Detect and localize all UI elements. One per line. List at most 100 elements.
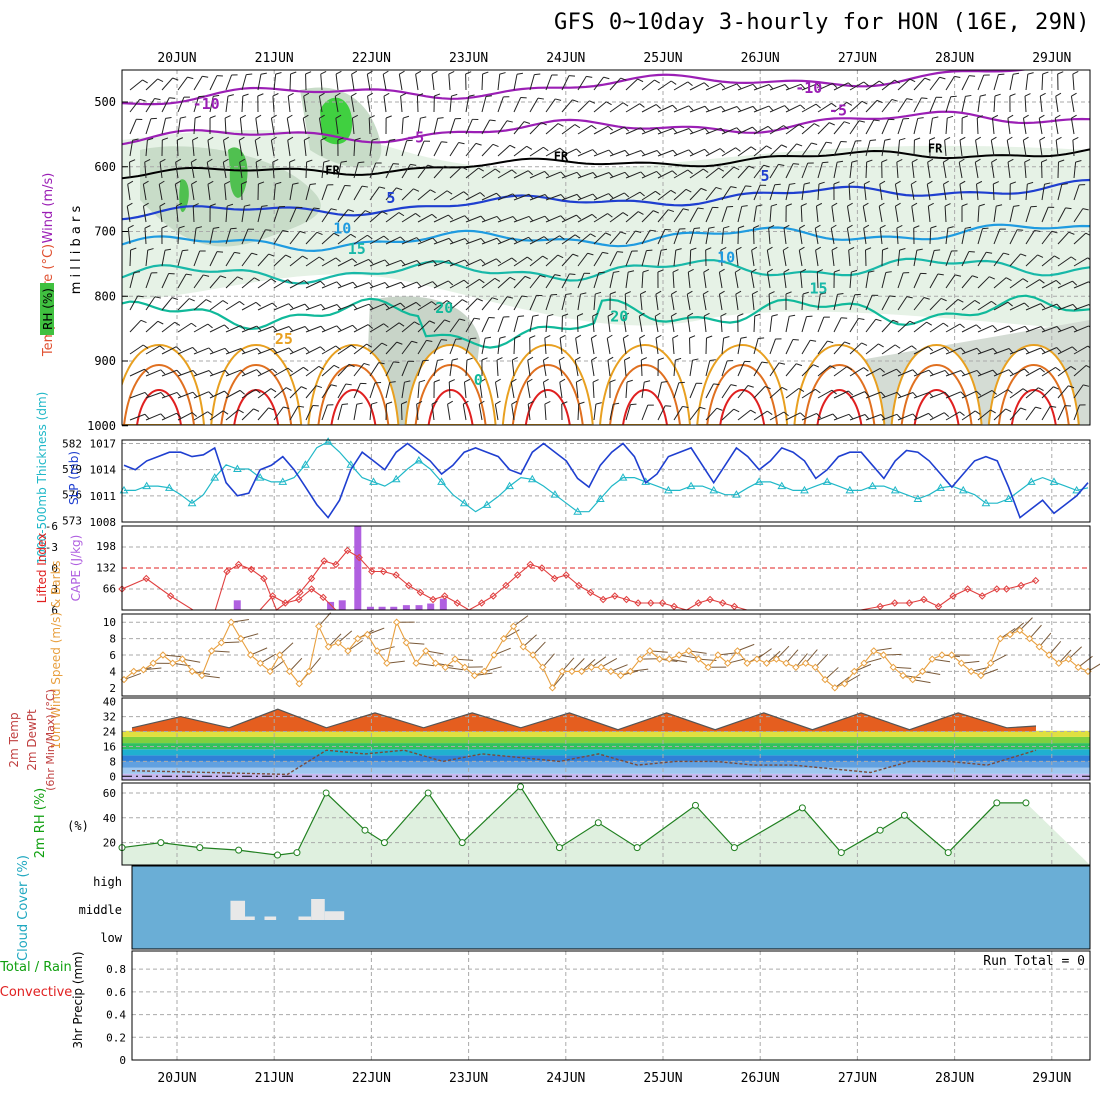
wind-barb [624,293,627,311]
wind-barb-flag [591,356,597,361]
wind-barb [1009,74,1014,91]
wind-barb-flag [239,301,245,306]
rh-marker [837,849,845,857]
wind-barb [705,187,717,201]
wind-barb [1057,366,1072,377]
wind-barb-flag [511,257,517,263]
pressure-tick: 500 [94,95,116,109]
wind-speed-marker [1064,655,1073,663]
wind-barb-flag [366,343,372,348]
wind-barb-flag [257,93,264,97]
wind-barb [337,303,354,311]
wind-barb-flag [781,144,788,148]
wind-speed-marker [568,667,576,676]
wind-barb [129,272,135,289]
wind-barb-flag [496,216,502,222]
wind-barb [193,228,197,245]
wind-barb [209,251,218,267]
wind-barb [207,140,211,157]
wind-barb-flag [880,414,886,420]
wind-barb [257,206,263,223]
wind-barb-flag [825,141,833,144]
wind-barb [1041,347,1057,355]
wind-speed-marker [792,663,800,672]
wind-barb-flag [975,158,981,163]
wind-barb-flag [655,290,662,295]
wind-barb-flag [844,341,851,345]
lifted-index-marker [949,592,957,600]
wind-barb-flag [831,102,837,108]
wind-barb [977,348,994,355]
wind-barb [625,103,640,113]
wind-barb-flag [256,348,262,354]
wind-barb-10m [766,650,781,664]
wind-barb-flag [287,136,294,141]
wind-barb [593,252,603,267]
wind-barb-flag [592,379,599,383]
wind-barb-flag [1054,255,1060,260]
wind-barb-flag [154,296,161,299]
wind-barb [225,369,242,377]
wind-barb [881,319,894,333]
wind-barb-flag [187,76,194,80]
wind-barb-flag [426,339,433,342]
wind-barb [703,272,707,289]
wind-barb [193,347,209,355]
wind-barb [641,190,656,201]
wind-barb-10m [844,674,861,685]
wind-barb-flag [368,303,374,309]
wind-barb [817,294,821,311]
wind-barb-flag [208,370,214,376]
wind-barb-flag [1044,182,1051,185]
wind-barb [385,322,400,333]
wind-barb-flag [537,97,545,100]
lifted-index-marker [562,571,570,579]
temperature-contour-30 [997,363,1070,425]
wind-barb [481,317,490,333]
wind-barb-flag [799,224,805,229]
wind-barb [481,258,497,267]
wind-speed-marker [1025,634,1034,643]
date-label-top: 26JUN [741,51,780,66]
wind-barb [415,74,419,91]
wind-barb-flag [265,229,272,231]
wind-barb [225,276,238,289]
wind-barb-flag [719,268,725,273]
wind-barb [321,281,337,289]
wind-barb-10m [776,645,790,660]
wind-barb-flag [591,334,597,339]
date-label-bottom: 21JUN [255,1071,294,1086]
wind-barb-flag [800,268,807,273]
wind-barb-10m [260,653,277,664]
cloud-block [245,916,255,920]
rh-marker [944,849,952,857]
wind-barb-flag [653,210,659,214]
wind-barb-flag [624,171,630,178]
wind-barb [657,80,672,91]
wind-barb-flag [689,335,696,339]
wind-barb-flag [778,362,786,365]
isotherm-minus10 [122,70,1029,106]
lifted-index-marker [247,565,255,574]
wind-barb [737,83,754,91]
wind-barb-flag [813,123,820,127]
wind-barb [1041,255,1055,267]
wind-barb [190,162,195,179]
wind-barb [321,364,335,377]
wind-barb [318,118,323,135]
cloud-block [324,911,345,920]
thickness-marker [777,481,787,490]
wind-barb [625,382,628,399]
wind-barb [302,118,307,135]
wind-barb-flag [479,278,485,284]
wind-speed-marker [655,655,664,663]
wind-barb-flag [603,76,610,80]
wind-barb [945,370,962,377]
wind-barb [705,148,721,157]
wind-barb-flag [255,389,261,394]
wind-barb [529,295,537,311]
wind-barb-flag [524,275,531,280]
wind-barb-flag [303,366,309,372]
date-label-top: 23JUN [449,51,488,66]
contour-label: 5 [386,189,395,207]
